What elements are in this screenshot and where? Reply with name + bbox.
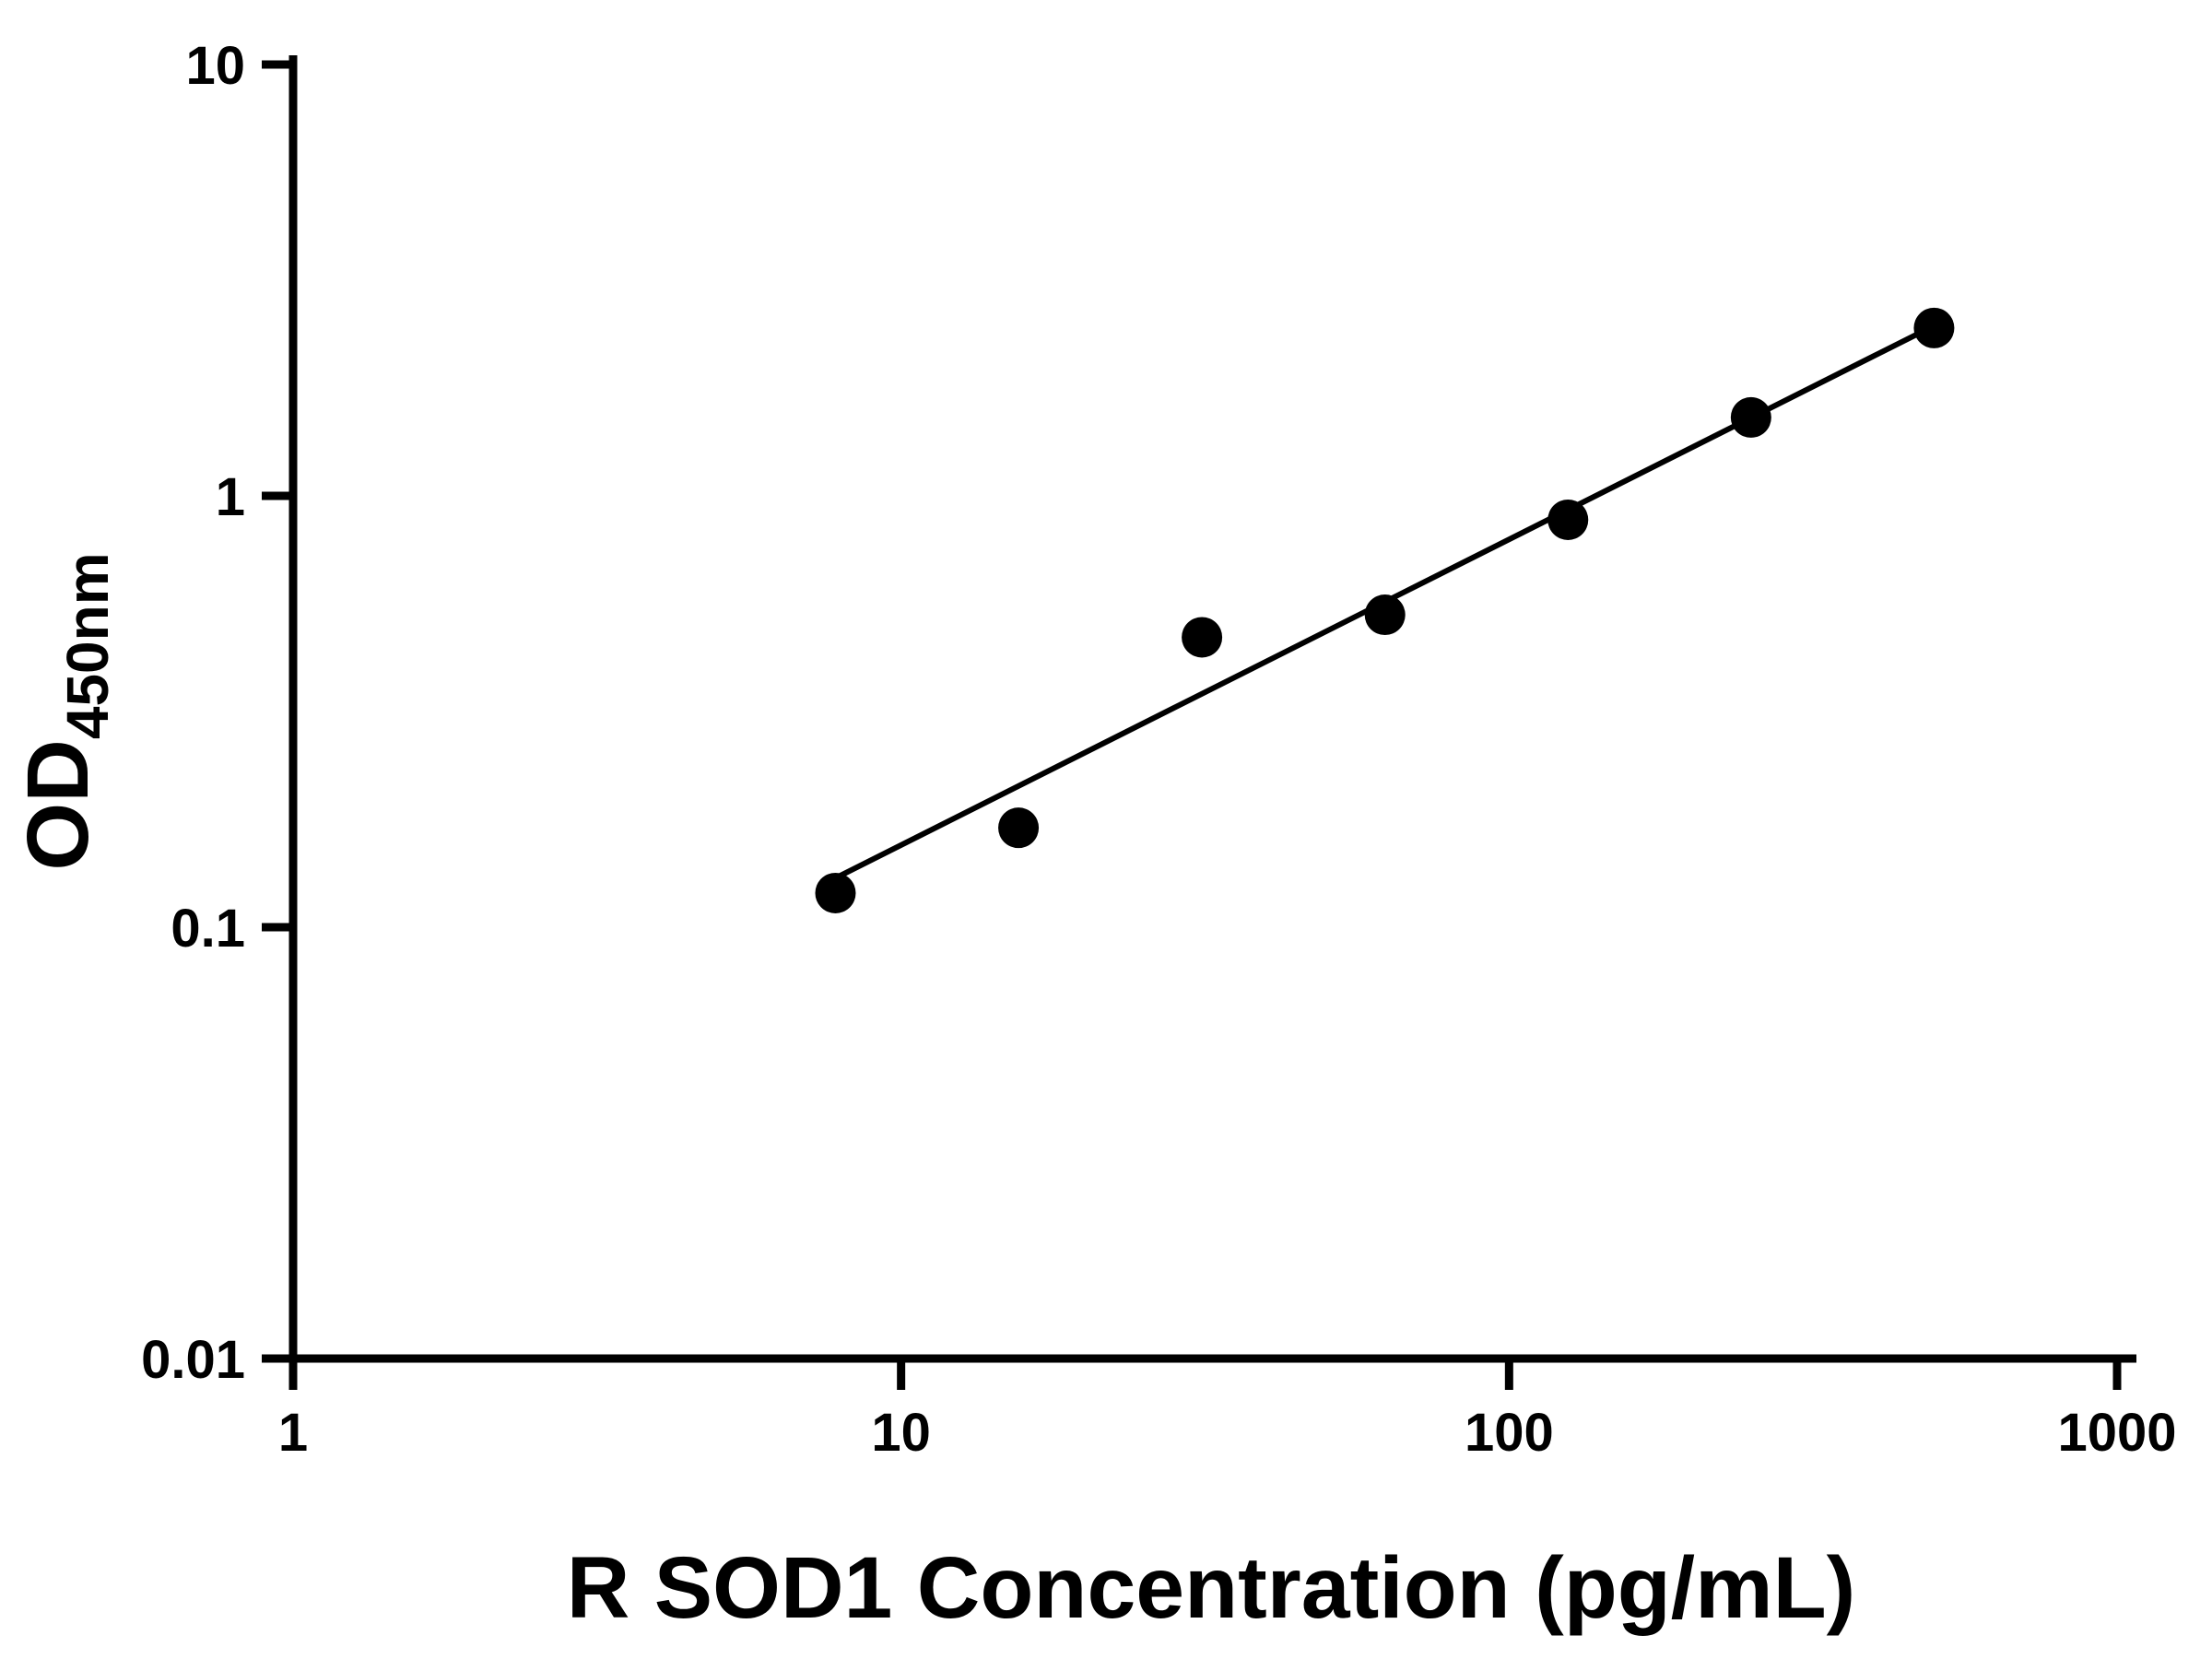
y-tick-label: 1 bbox=[216, 467, 245, 527]
x-tick-label: 1000 bbox=[2057, 1403, 2176, 1463]
data-point bbox=[815, 872, 856, 913]
y-tick-label: 0.01 bbox=[141, 1330, 245, 1390]
y-tick-label: 10 bbox=[185, 36, 245, 96]
data-point bbox=[1730, 396, 1771, 438]
y-axis-title: OD450nm bbox=[9, 552, 121, 870]
x-tick-label: 10 bbox=[871, 1403, 931, 1463]
x-axis-title: R SOD1 Concentration (pg/mL) bbox=[567, 1539, 1856, 1637]
x-tick-label: 100 bbox=[1465, 1403, 1554, 1463]
data-point bbox=[1364, 594, 1406, 636]
data-point bbox=[1182, 617, 1223, 658]
axis-spines bbox=[288, 55, 2136, 1363]
y-tick-label: 0.1 bbox=[171, 899, 245, 959]
y-axis-title-main: OD bbox=[9, 739, 107, 871]
data-point bbox=[998, 807, 1040, 849]
data-point bbox=[1913, 307, 1955, 348]
plot-area: 1 10 100 1000 0.01 0.1 1 10 bbox=[141, 36, 2176, 1463]
y-axis-title-sub: 450nm bbox=[54, 552, 121, 739]
data-point bbox=[1547, 499, 1589, 540]
x-tick-label: 1 bbox=[278, 1403, 308, 1463]
